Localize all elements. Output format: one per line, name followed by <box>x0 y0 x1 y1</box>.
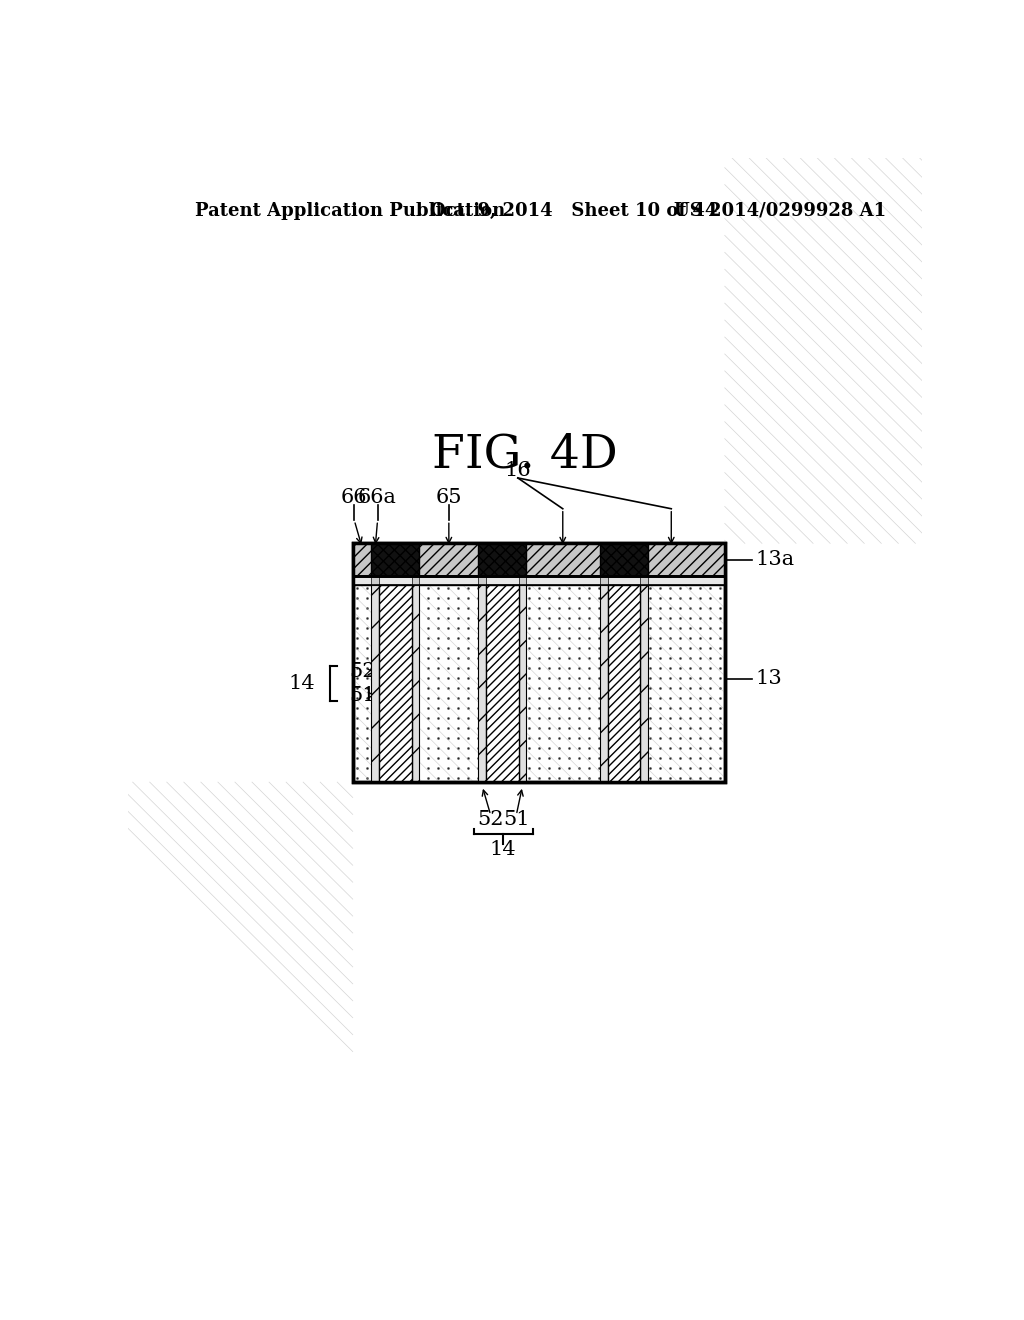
Text: 14: 14 <box>489 841 516 859</box>
Bar <box>518 585 526 781</box>
Bar <box>518 576 526 585</box>
Bar <box>640 585 648 781</box>
Bar <box>478 544 526 576</box>
Text: Patent Application Publication: Patent Application Publication <box>196 202 506 219</box>
Text: 52: 52 <box>349 663 376 681</box>
Text: FIG. 4D: FIG. 4D <box>432 432 617 478</box>
Text: 13: 13 <box>756 669 782 689</box>
Bar <box>640 576 648 585</box>
Bar <box>379 585 412 781</box>
Bar <box>372 585 379 781</box>
Bar <box>372 576 379 585</box>
Bar <box>412 576 420 585</box>
Text: 51: 51 <box>349 685 376 705</box>
Text: US 2014/0299928 A1: US 2014/0299928 A1 <box>675 202 887 219</box>
Text: 66a: 66a <box>358 487 397 507</box>
Bar <box>478 576 486 585</box>
Text: 52: 52 <box>477 809 504 829</box>
Bar <box>372 544 420 576</box>
Bar <box>600 544 648 576</box>
Text: 65: 65 <box>435 487 462 507</box>
Bar <box>478 585 486 781</box>
Bar <box>352 544 725 781</box>
Bar <box>607 585 640 781</box>
Bar <box>352 576 725 585</box>
Text: 66: 66 <box>341 487 368 507</box>
Text: 14: 14 <box>289 675 315 693</box>
Bar <box>486 585 518 781</box>
Bar <box>352 544 725 576</box>
Text: 51: 51 <box>503 809 529 829</box>
Bar <box>352 544 725 576</box>
Text: Oct. 9, 2014   Sheet 10 of 44: Oct. 9, 2014 Sheet 10 of 44 <box>430 202 718 219</box>
Bar <box>600 585 607 781</box>
Bar <box>352 544 725 781</box>
Bar <box>412 585 420 781</box>
Text: 13a: 13a <box>756 550 795 569</box>
Text: 16: 16 <box>505 461 531 479</box>
Bar <box>600 576 607 585</box>
